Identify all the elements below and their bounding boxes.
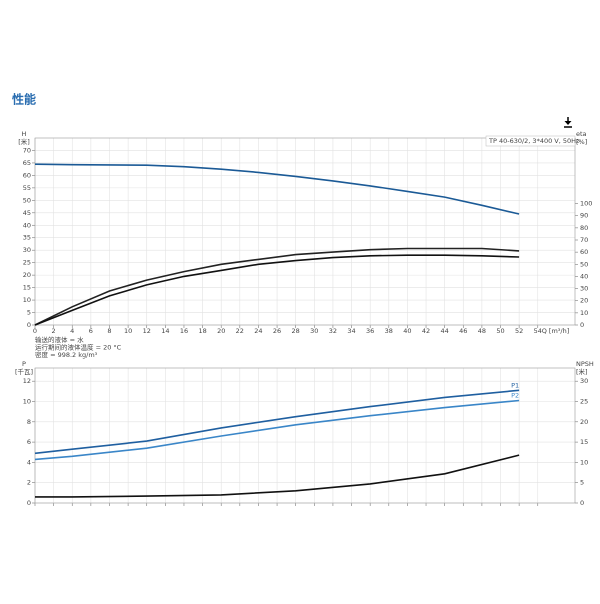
x-tick-label: 6 [89,327,93,335]
x-tick-label: 18 [198,327,206,335]
y-tick-label: 20 [23,271,31,279]
x-tick-label: 20 [217,327,225,335]
y-tick-label: 45 [23,209,31,217]
x-tick-label: 38 [385,327,393,335]
y-tick-label: 40 [23,221,31,229]
y-tick-label: 15 [23,284,31,292]
y2-tick-label: 90 [580,212,588,220]
y2-tick-label: 30 [580,285,588,293]
x-tick-label: 24 [254,327,262,335]
y2-tick-label: 50 [580,260,588,268]
series-line [34,254,520,326]
y2-tick-label: 20 [580,418,588,426]
x-tick-label: 10 [124,327,132,335]
series-line [34,247,520,326]
x-tick-label: 52 [515,327,523,335]
y2-tick-label: 10 [580,309,588,317]
x-tick-label: 22 [236,327,244,335]
y-tick-label: 30 [23,246,31,254]
y-tick-label: 50 [23,196,31,204]
x-tick-label: 36 [366,327,374,335]
y-tick-label: 65 [23,159,31,167]
y-tick-label: 60 [23,171,31,179]
series-line [34,399,520,461]
download-icon[interactable] [564,117,572,128]
x-tick-label: 32 [329,327,337,335]
y2-tick-label: 40 [580,272,588,280]
y-tick-label: 10 [23,397,31,405]
y-tick-label: 70 [23,146,31,154]
plot-frame [34,137,576,326]
note: 输送的液体 = 水 [35,335,84,344]
y-tick-label: 10 [23,296,31,304]
y-tick-label: 4 [27,458,31,466]
y-axis-unit: [米] [18,137,30,146]
x-tick-label: 16 [180,327,188,335]
note: 运行期间的液体温度 = 20 °C [35,343,122,352]
y2-tick-label: 20 [580,297,588,305]
section-title: 性能 [11,92,36,107]
y-tick-label: 12 [23,377,31,385]
x-tick-label: 28 [292,327,300,335]
y-axis-label: H [22,130,27,138]
x-tick-label: 54 [534,327,542,335]
x-tick-label: 30 [310,327,318,335]
x-axis-label: Q [m³/h] [542,327,570,335]
y2-tick-label: 25 [580,397,588,405]
y-tick-label: 35 [23,234,31,242]
title-box [485,135,576,147]
x-tick-label: 42 [422,327,430,335]
x-tick-label: 50 [496,327,504,335]
y2-tick-label: 30 [580,377,588,385]
y2-axis-unit: [米] [576,367,588,376]
y2-axis-unit: [%] [576,138,587,146]
series-line [35,454,520,498]
y2-tick-label: 0 [580,321,584,329]
y-tick-label: 0 [27,321,31,329]
y2-tick-label: 100 [580,200,592,208]
x-tick-label: 44 [441,327,449,335]
x-tick-label: 34 [347,327,355,335]
note: 密度 = 998.2 kg/m³ [35,350,98,359]
y2-tick-label: 60 [580,248,588,256]
x-tick-label: 40 [403,327,411,335]
x-tick-label: 14 [161,327,169,335]
chart-title: TP 40-630/2, 3*400 V, 50Hz [488,137,580,145]
x-tick-label: 4 [70,327,74,335]
x-tick-label: 2 [52,327,56,335]
series-label: P2 [511,391,519,399]
y-axis-label: P [22,360,26,368]
y2-tick-label: 0 [580,499,584,507]
y2-tick-label: 10 [580,458,588,466]
x-tick-label: 48 [478,327,486,335]
y2-tick-label: 15 [580,438,588,446]
y-tick-label: 8 [27,418,31,426]
y-tick-label: 0 [27,499,31,507]
y2-tick-label: 80 [580,224,588,232]
y2-axis-label: NPSH [576,360,594,368]
y2-tick-label: 5 [580,479,584,487]
y-tick-label: 2 [27,479,31,487]
series-line [34,163,520,215]
x-tick-label: 46 [459,327,467,335]
series-label: P1 [511,381,519,389]
y2-axis-label: eta [576,130,587,138]
x-tick-label: 12 [143,327,151,335]
y-tick-label: 25 [23,259,31,267]
x-tick-label: 8 [107,327,111,335]
x-tick-label: 26 [273,327,281,335]
y-tick-label: 6 [27,438,31,446]
y-tick-label: 55 [23,184,31,192]
y2-tick-label: 70 [580,236,588,244]
plot-frame [34,367,576,504]
x-tick-label: 0 [33,327,37,335]
y-tick-label: 5 [27,309,31,317]
y-axis-unit: [千瓦] [15,367,33,376]
series-line [34,389,520,455]
